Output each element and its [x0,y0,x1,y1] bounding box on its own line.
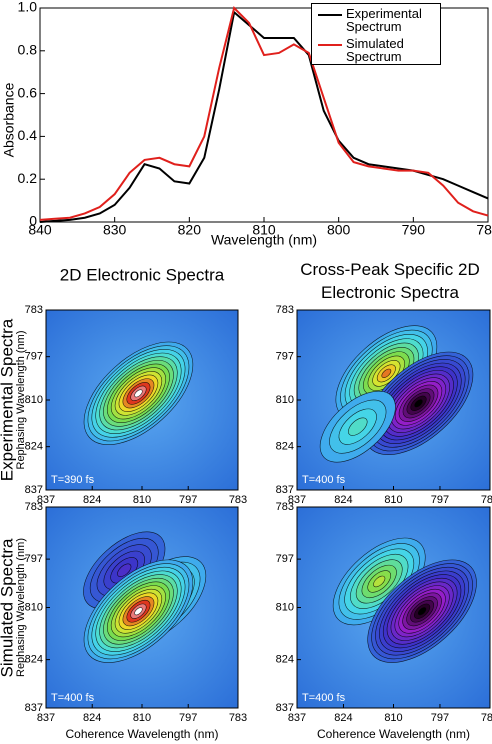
y-tick-label: 824 [276,441,294,453]
contour-ring [414,399,423,408]
y-tick-label: 837 [276,702,294,714]
spectrum-line [39,6,489,221]
x-tick-label: 824 [83,494,101,506]
y-axis-label: Rephasing Wavelength (nm) [15,538,27,677]
x-tick-label: 810 [384,712,402,724]
y-tick-label: 824 [25,441,43,453]
y-tick-label: 0.8 [18,42,38,58]
y-tick-label: 0.4 [18,127,38,143]
y-tick-label: 797 [25,351,43,363]
legend: Experimental Spectrum Simulated Spectrum [311,3,441,65]
y-tick-label: 783 [276,501,294,513]
peak [367,559,477,663]
y-tick-label: 0 [29,213,37,229]
x-tick-label: 783 [481,712,492,724]
y-tick-label: 810 [25,601,43,613]
x-tick-label: 780 [476,222,492,238]
x-tick-label: 837 [37,712,55,724]
row-title: Simulated Spectra [0,538,16,677]
x-tick-label: 783 [481,494,492,506]
peak [332,537,426,626]
x-tick-label: 797 [179,712,197,724]
x-tick-label: 800 [327,222,351,238]
x-tick-label: 810 [384,494,402,506]
x-axis-label: Coherence Wavelength (nm) [317,727,470,741]
time-label: T=400 fs [302,474,346,486]
y-tick-label: 797 [276,553,294,565]
y-tick-label: 0.6 [18,84,38,100]
legend-label: Simulated Spectrum [346,36,404,64]
time-label: T=400 fs [51,692,95,704]
time-label: T=400 fs [302,692,346,704]
x-tick-label: 783 [229,494,247,506]
peak [83,559,194,663]
x-tick-label: 797 [431,712,449,724]
y-tick-label: 797 [25,553,43,565]
y-tick-label: 824 [25,654,43,666]
heatmap [46,310,238,490]
column-title: Cross-Peak Specific 2D Electronic Spectr… [300,260,480,302]
legend-label: Experimental Spectrum [346,6,422,34]
x-tick-label: 810 [133,494,151,506]
x-axis-label: Wavelength (nm) [211,232,317,248]
peak [83,531,166,610]
legend-swatch [318,14,342,16]
y-tick-label: 837 [25,702,43,714]
peak [83,341,194,445]
time-label: T=390 fs [51,474,95,486]
x-tick-label: 824 [334,494,352,506]
legend-swatch [318,44,342,46]
x-tick-label: 840 [28,222,52,238]
x-tick-label: 824 [334,712,352,724]
heatmap [297,310,490,490]
y-tick-label: 837 [25,484,43,496]
x-tick-label: 837 [37,494,55,506]
row-title: Experimental Spectra [0,318,16,481]
x-tick-label: 824 [83,712,101,724]
x-tick-label: 830 [103,222,127,238]
y-tick-label: 810 [276,394,294,406]
y-tick-label: 783 [25,501,43,513]
x-tick-label: 837 [288,712,306,724]
x-tick-label: 790 [402,222,426,238]
y-axis-label: Rephasing Wavelength (nm) [15,331,27,470]
heatmap [297,507,490,708]
y-tick-label: 783 [25,304,43,316]
y-tick-label: 0.2 [18,170,38,186]
contour-ring [348,417,368,436]
x-tick-label: 810 [252,222,276,238]
y-tick-label: 824 [276,654,294,666]
column-title: 2D Electronic Spectra [60,265,225,284]
contour-ring [373,575,386,588]
contour-ring [417,607,427,616]
y-tick-label: 1.0 [18,0,38,15]
x-tick-label: 797 [431,494,449,506]
heatmap [46,507,238,708]
contour-ring [381,368,392,378]
y-axis-label: Absorbance [1,82,17,157]
contour-ring [134,389,143,398]
y-tick-label: 810 [276,601,294,613]
x-axis-label: Coherence Wavelength (nm) [66,727,219,741]
contour-ring [134,607,143,616]
x-tick-label: 810 [133,712,151,724]
contour-ring [117,563,132,577]
x-tick-label: 820 [178,222,202,238]
peak [363,351,474,455]
x-tick-label: 783 [229,712,247,724]
x-tick-label: 837 [288,494,306,506]
y-tick-label: 783 [276,304,294,316]
peak [319,390,396,463]
y-tick-label: 837 [276,484,294,496]
y-tick-label: 797 [276,351,294,363]
x-tick-label: 797 [179,494,197,506]
y-tick-label: 810 [25,394,43,406]
